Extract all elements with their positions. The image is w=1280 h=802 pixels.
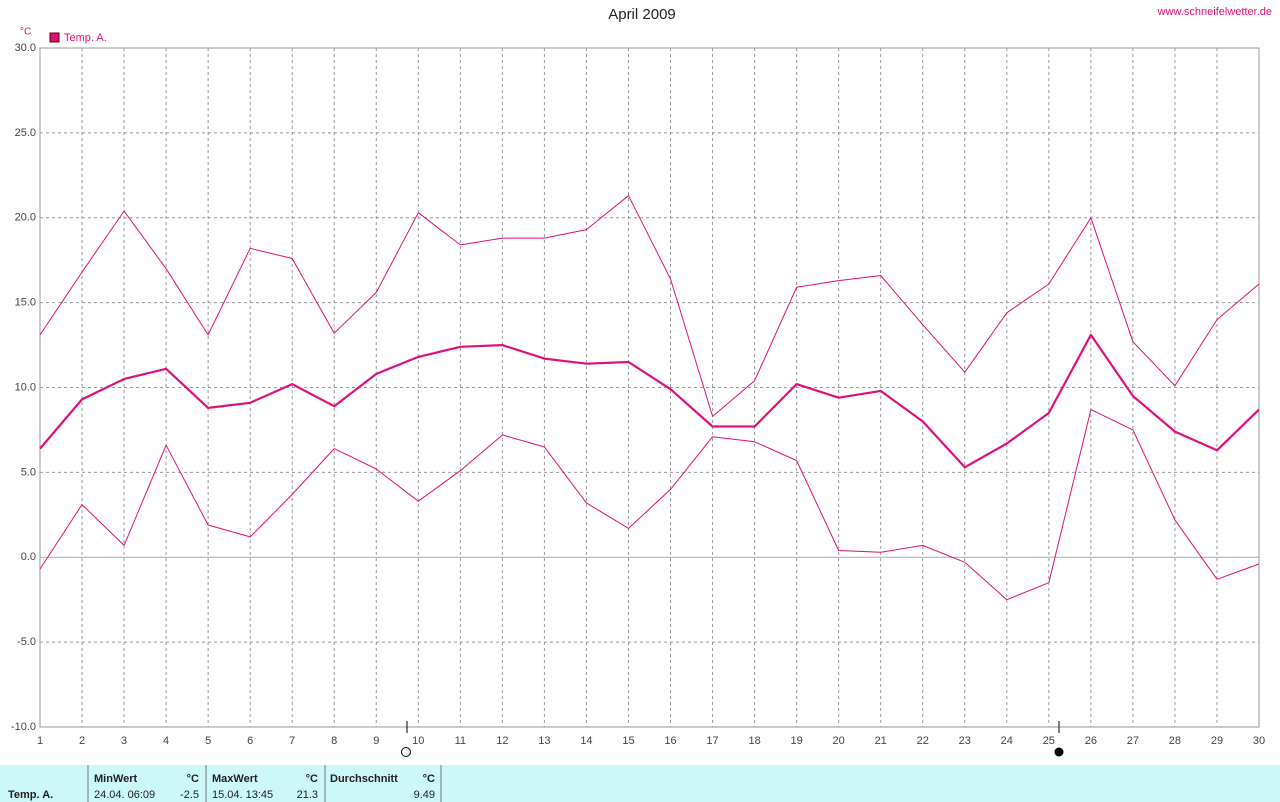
x-tick-label: 10 <box>412 735 424 747</box>
table-separators <box>87 765 442 802</box>
summary-table <box>0 765 1280 802</box>
max-value: 21.3 <box>297 789 318 801</box>
y-tick-label: 0.0 <box>21 551 36 563</box>
legend-label: Temp. A. <box>64 32 107 44</box>
x-tick-label: 29 <box>1211 735 1223 747</box>
x-tick-label: 19 <box>790 735 802 747</box>
y-tick-label: -5.0 <box>17 636 36 648</box>
x-tick-label: 13 <box>538 735 550 747</box>
x-tick-label: 11 <box>455 735 466 747</box>
legend-swatch <box>49 32 60 43</box>
x-tick-label: 21 <box>875 735 887 747</box>
y-tick-label: 30.0 <box>15 42 36 54</box>
x-tick-label: 27 <box>1127 735 1139 747</box>
x-tick-label: 8 <box>331 735 337 747</box>
x-tick-label: 26 <box>1085 735 1097 747</box>
x-tick-label: 15 <box>622 735 634 747</box>
min-unit: °C <box>187 773 199 785</box>
x-tick-label: 3 <box>121 735 127 747</box>
x-tick-label: 6 <box>247 735 253 747</box>
y-tick-label: 15.0 <box>15 297 36 309</box>
series-line <box>39 333 1260 469</box>
x-tick-label: 18 <box>748 735 760 747</box>
avg-unit: °C <box>423 773 435 785</box>
x-tick-label: 28 <box>1169 735 1181 747</box>
x-tick-label: 24 <box>1001 735 1013 747</box>
min-value: -2.5 <box>180 789 199 801</box>
x-tick-label: 23 <box>959 735 971 747</box>
max-unit: °C <box>306 773 318 785</box>
x-tick-label: 5 <box>205 735 211 747</box>
source-link: www.schneifelwetter.de <box>1157 6 1272 18</box>
x-tick-label: 17 <box>706 735 718 747</box>
y-tick-label: 25.0 <box>15 127 36 139</box>
x-tick-label: 16 <box>664 735 676 747</box>
x-tick-label: 2 <box>79 735 85 747</box>
avg-value: 9.49 <box>414 789 435 801</box>
row-label: Temp. A. <box>8 789 53 801</box>
y-unit: °C <box>20 27 31 38</box>
y-tick-label: 5.0 <box>21 466 36 478</box>
y-tick-label: 10.0 <box>15 381 36 393</box>
x-tick-label: 30 <box>1253 735 1265 747</box>
x-tick-label: 14 <box>580 735 592 747</box>
chart-title: April 2009 <box>608 6 676 23</box>
x-tick-label: 4 <box>163 735 169 747</box>
x-tick-label: 22 <box>917 735 929 747</box>
y-tick-label: -10.0 <box>11 721 36 733</box>
new-moon-icon <box>1054 747 1064 757</box>
x-tick-label: 25 <box>1043 735 1055 747</box>
max-time: 15.04. 13:45 <box>212 789 273 801</box>
series-line <box>39 195 1260 417</box>
y-tick-label: 20.0 <box>15 212 36 224</box>
plot-area: -10.0-5.00.05.010.015.020.025.030.01 2 3 4 5… <box>11 32 1265 747</box>
x-tick-label: 20 <box>833 735 845 747</box>
x-tick-label: 7 <box>289 735 295 747</box>
x-tick-label: 12 <box>496 735 508 747</box>
full-moon-icon <box>401 747 411 757</box>
avg-header: Durchschnitt <box>330 773 398 785</box>
series-line <box>39 409 1260 601</box>
x-tick-label: 9 <box>373 735 379 747</box>
min-time: 24.04. 06:09 <box>94 789 155 801</box>
min-header: MinWert <box>94 773 138 785</box>
max-header: MaxWert <box>212 773 258 785</box>
x-tick-label: 1 <box>37 735 43 747</box>
